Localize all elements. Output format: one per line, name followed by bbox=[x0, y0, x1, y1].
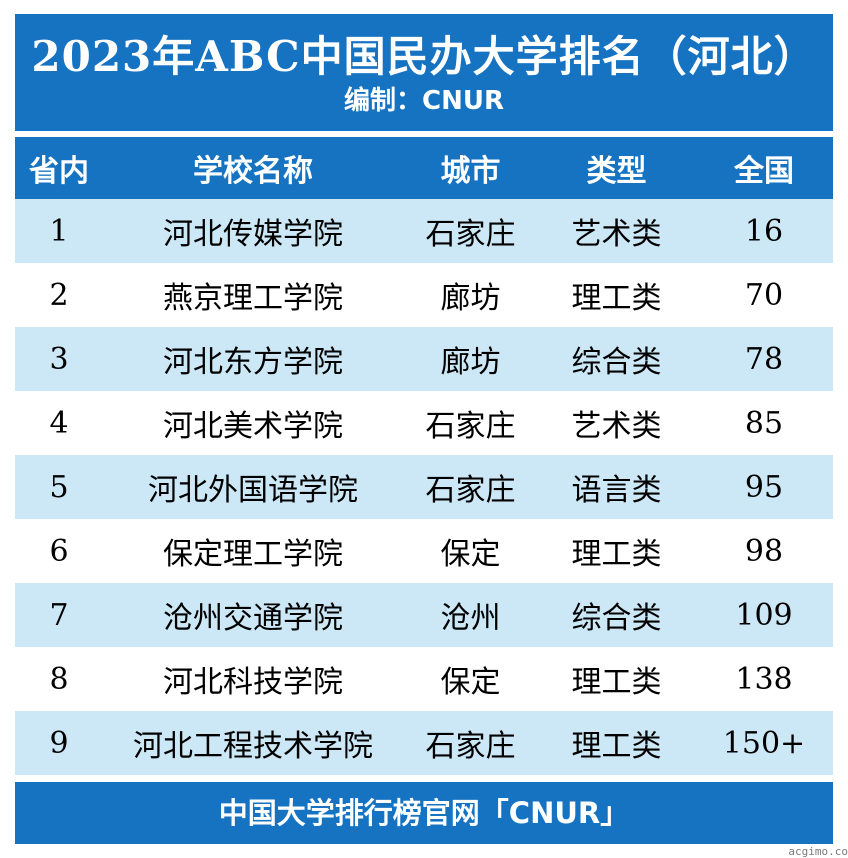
cell-city: 石家庄 bbox=[425, 473, 516, 508]
column-header-rank-national: 全国 bbox=[734, 154, 794, 189]
table-row: 9 河北工程技术学院 石家庄 理工类 150+ bbox=[15, 711, 833, 775]
table-row: 1 河北传媒学院 石家庄 艺术类 16 bbox=[15, 199, 833, 263]
table-row: 8 河北科技学院 保定 理工类 138 bbox=[15, 647, 833, 711]
table-row: 7 沧州交通学院 沧州 综合类 109 bbox=[15, 583, 833, 647]
cell-national-rank: 70 bbox=[744, 277, 784, 313]
cell-national-rank: 95 bbox=[744, 469, 784, 505]
cell-school-name: 河北传媒学院 bbox=[163, 217, 343, 252]
cell-rank: 6 bbox=[49, 533, 69, 569]
cell-school-name: 河北外国语学院 bbox=[148, 473, 358, 508]
column-header-city: 城市 bbox=[440, 154, 501, 189]
cell-type: 综合类 bbox=[571, 345, 662, 380]
cell-national-rank: 16 bbox=[744, 213, 784, 249]
cell-type: 理工类 bbox=[571, 281, 662, 316]
cell-city: 沧州 bbox=[440, 601, 501, 636]
table-row: 4 河北美术学院 石家庄 艺术类 85 bbox=[15, 391, 833, 455]
column-header-type: 类型 bbox=[586, 154, 647, 189]
table-row: 6 保定理工学院 保定 理工类 98 bbox=[15, 519, 833, 583]
cell-national-rank: 78 bbox=[744, 341, 784, 377]
cell-rank: 8 bbox=[49, 661, 69, 697]
cell-school-name: 保定理工学院 bbox=[163, 537, 343, 572]
cell-type: 艺术类 bbox=[571, 217, 662, 252]
page-subtitle: 编制：CNUR bbox=[344, 86, 504, 116]
cell-rank: 5 bbox=[49, 469, 69, 505]
cell-rank: 2 bbox=[49, 277, 69, 313]
table-row: 2 燕京理工学院 廊坊 理工类 70 bbox=[15, 263, 833, 327]
cell-type: 理工类 bbox=[571, 665, 662, 700]
cell-national-rank: 98 bbox=[744, 533, 784, 569]
cell-city: 保定 bbox=[440, 537, 501, 572]
cell-national-rank: 85 bbox=[744, 405, 784, 441]
cell-school-name: 燕京理工学院 bbox=[163, 281, 343, 316]
cell-school-name: 河北东方学院 bbox=[163, 345, 343, 380]
table-row: 3 河北东方学院 廊坊 综合类 78 bbox=[15, 327, 833, 391]
table-header-banner: 2023年ABC中国民办大学排名（河北） 编制：CNUR bbox=[15, 14, 833, 131]
page-title: 2023年ABC中国民办大学排名（河北） bbox=[31, 32, 817, 81]
cell-national-rank: 138 bbox=[735, 661, 793, 697]
cell-rank: 7 bbox=[49, 597, 69, 633]
cell-type: 理工类 bbox=[571, 537, 662, 572]
cell-school-name: 河北美术学院 bbox=[163, 409, 343, 444]
cell-national-rank: 109 bbox=[735, 597, 793, 633]
cell-city: 廊坊 bbox=[440, 281, 501, 316]
cell-rank: 1 bbox=[49, 213, 69, 249]
cell-type: 综合类 bbox=[571, 601, 662, 636]
cell-school-name: 沧州交通学院 bbox=[163, 601, 343, 636]
cell-school-name: 河北工程技术学院 bbox=[133, 729, 373, 764]
cell-national-rank: 150+ bbox=[722, 725, 806, 761]
cell-city: 石家庄 bbox=[425, 217, 516, 252]
table-row: 5 河北外国语学院 石家庄 语言类 95 bbox=[15, 455, 833, 519]
ranking-table-card: 2023年ABC中国民办大学排名（河北） 编制：CNUR 省内 学校名称 城市 … bbox=[15, 14, 833, 844]
cell-rank: 3 bbox=[49, 341, 69, 377]
cell-rank: 4 bbox=[49, 405, 69, 441]
watermark-text: acgimo.co bbox=[788, 845, 848, 858]
cell-city: 石家庄 bbox=[425, 409, 516, 444]
cell-type: 语言类 bbox=[571, 473, 662, 508]
cell-city: 保定 bbox=[440, 665, 501, 700]
cell-type: 理工类 bbox=[571, 729, 662, 764]
footer-banner: 中国大学排行榜官网「CNUR」 bbox=[15, 782, 833, 844]
divider bbox=[15, 131, 833, 137]
cell-city: 石家庄 bbox=[425, 729, 516, 764]
cell-type: 艺术类 bbox=[571, 409, 662, 444]
column-header-school-name: 学校名称 bbox=[193, 154, 313, 189]
column-header-rank-province: 省内 bbox=[29, 154, 89, 189]
cell-rank: 9 bbox=[49, 725, 69, 761]
cell-school-name: 河北科技学院 bbox=[163, 665, 343, 700]
cell-city: 廊坊 bbox=[440, 345, 501, 380]
column-header-row: 省内 学校名称 城市 类型 全国 bbox=[15, 137, 833, 199]
